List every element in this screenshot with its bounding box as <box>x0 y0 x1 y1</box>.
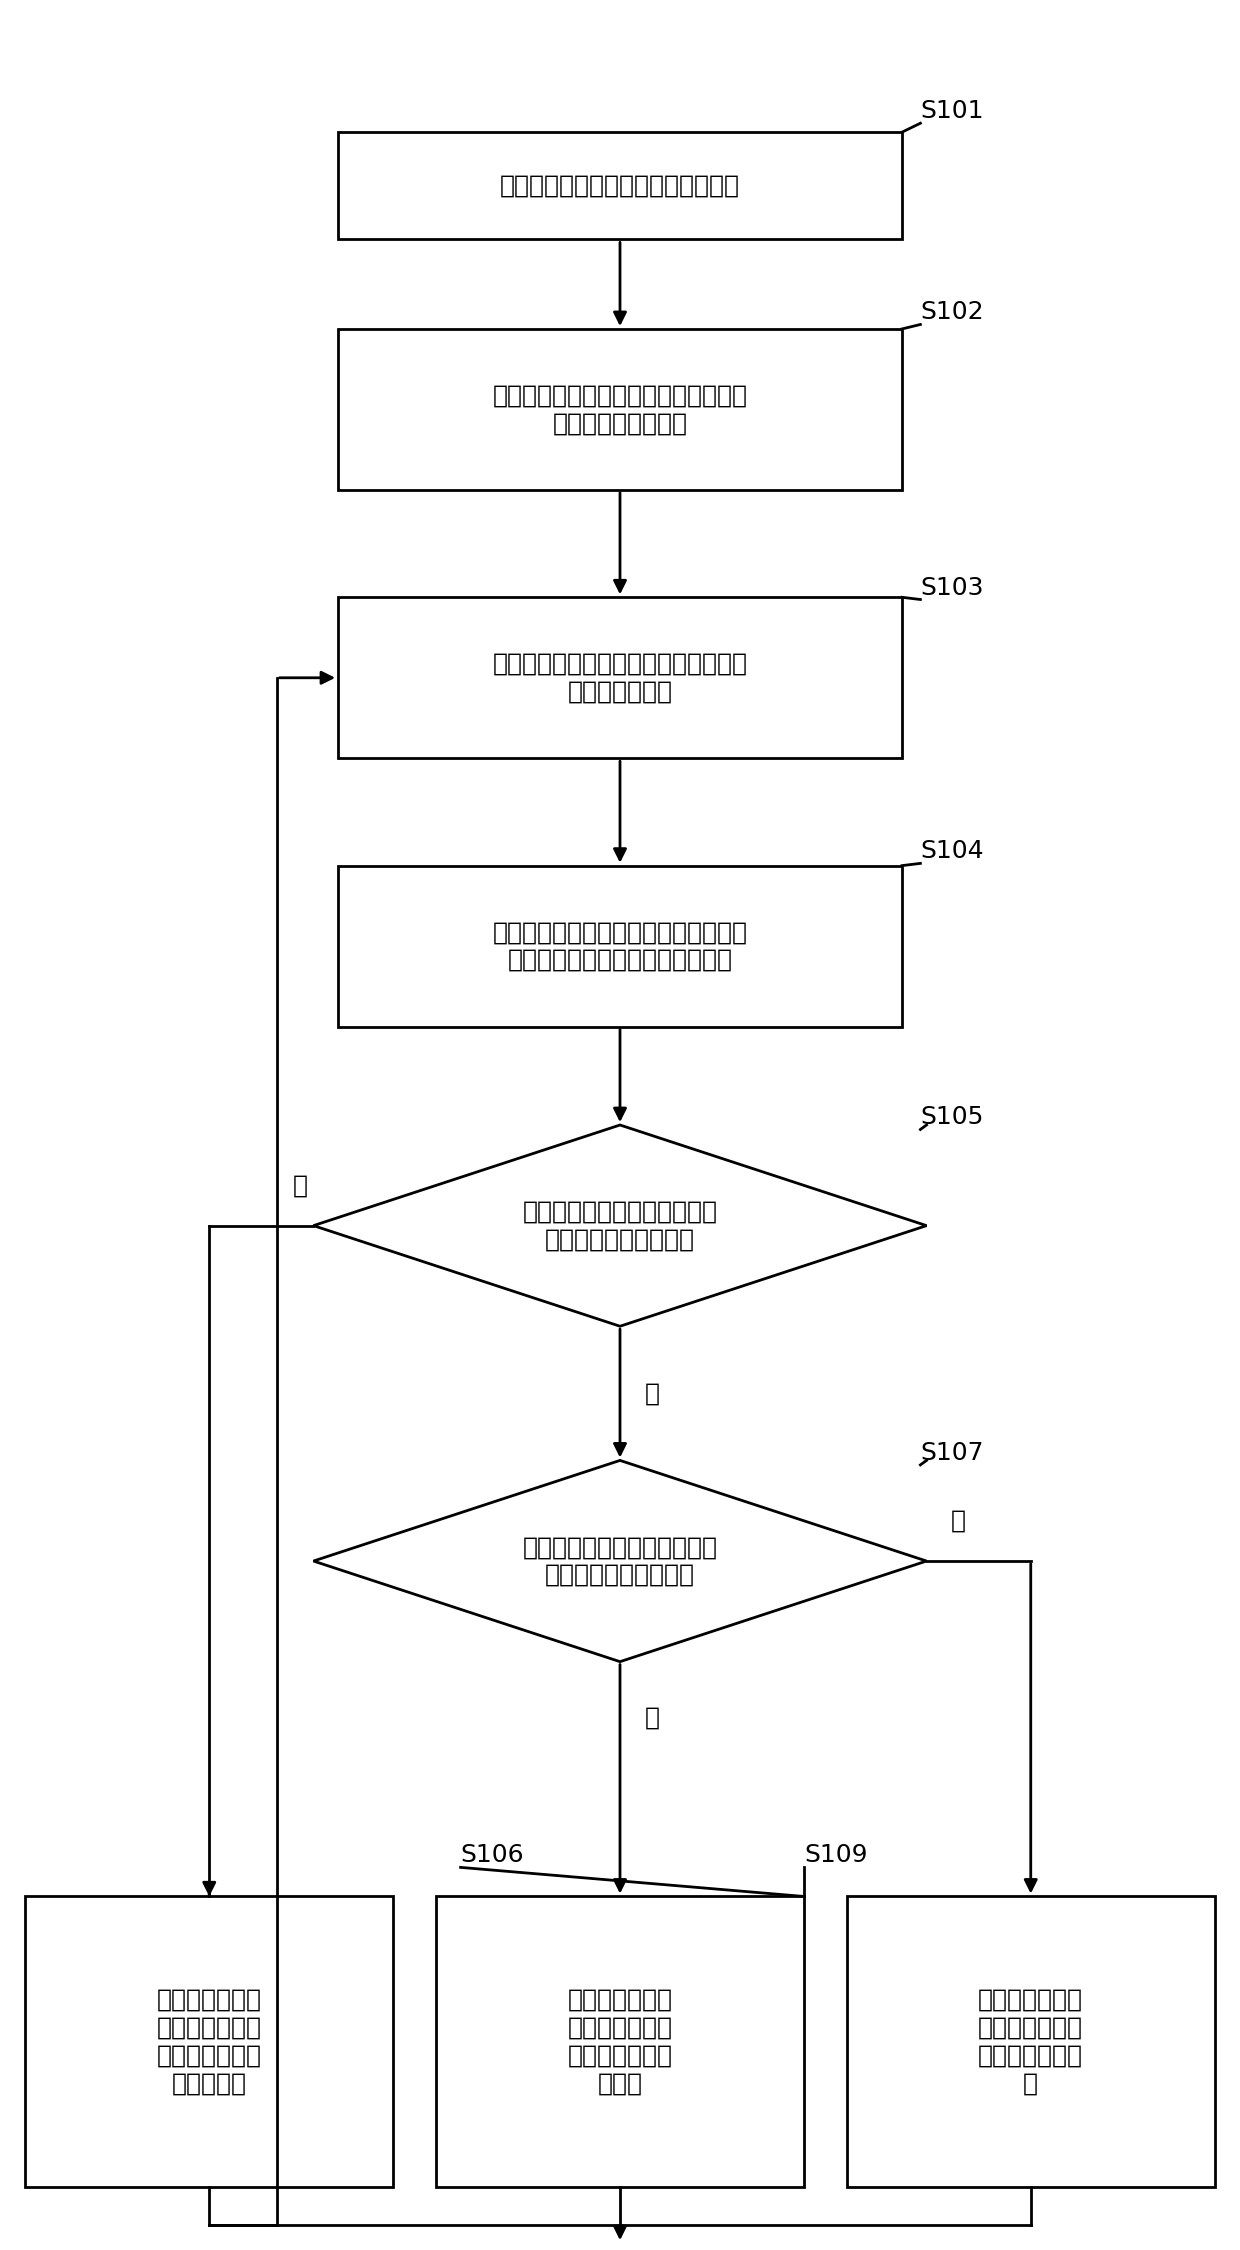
Text: S103: S103 <box>920 576 983 598</box>
Text: S105: S105 <box>920 1105 983 1130</box>
Text: 否: 否 <box>645 1382 660 1406</box>
Text: 压力差值或位置差值的绝对值
是否大于第一设定偏差: 压力差值或位置差值的绝对值 是否大于第一设定偏差 <box>522 1199 718 1251</box>
Text: 调节双向变量液
压泵的排量或伺
服电机的转速中
任一项: 调节双向变量液 压泵的排量或伺 服电机的转速中 任一项 <box>568 1989 672 2095</box>
Text: S109: S109 <box>804 1843 868 1868</box>
Polygon shape <box>314 1460 926 1663</box>
Text: 压力差值和位置差值的绝对值
是否小于第二设定偏差: 压力差值和位置差值的绝对值 是否小于第二设定偏差 <box>522 1535 718 1586</box>
FancyBboxPatch shape <box>339 866 901 1026</box>
FancyBboxPatch shape <box>339 328 901 490</box>
Text: 获取双向液压马达输出端的位移值与油
路端的压力值；: 获取双向液压马达输出端的位移值与油 路端的压力值； <box>492 652 748 704</box>
Text: S104: S104 <box>920 839 985 864</box>
FancyBboxPatch shape <box>339 596 901 758</box>
Polygon shape <box>314 1125 926 1325</box>
Text: 控制电磁换向阀，使补油装置与双向变
量液压泵吸油口连通: 控制电磁换向阀，使补油装置与双向变 量液压泵吸油口连通 <box>492 382 748 434</box>
Text: 是: 是 <box>293 1172 308 1197</box>
Text: S101: S101 <box>920 99 983 124</box>
Text: 否: 否 <box>645 1706 660 1730</box>
Text: S106: S106 <box>460 1843 525 1868</box>
Text: 保持双向变量液
压泵的排量和伺
服电机的转速不
变: 保持双向变量液 压泵的排量和伺 服电机的转速不 变 <box>978 1989 1084 2095</box>
Text: 同时调节所述双
向变量液压泵的
排量和所述伺服
电机的转速: 同时调节所述双 向变量液压泵的 排量和所述伺服 电机的转速 <box>156 1989 262 2095</box>
Text: 获取实际压力与目标压力的压力差值、
实际位移与目标位移的位移差值；: 获取实际压力与目标压力的压力差值、 实际位移与目标位移的位移差值； <box>492 920 748 972</box>
Text: S107: S107 <box>920 1440 983 1465</box>
FancyBboxPatch shape <box>339 133 901 238</box>
FancyBboxPatch shape <box>436 1897 804 2187</box>
Text: 是: 是 <box>951 1510 966 1532</box>
FancyBboxPatch shape <box>847 1897 1215 2187</box>
Text: S102: S102 <box>920 302 985 324</box>
FancyBboxPatch shape <box>25 1897 393 2187</box>
Text: 将双向变量液压排量设设置为最大值: 将双向变量液压排量设设置为最大值 <box>500 173 740 198</box>
